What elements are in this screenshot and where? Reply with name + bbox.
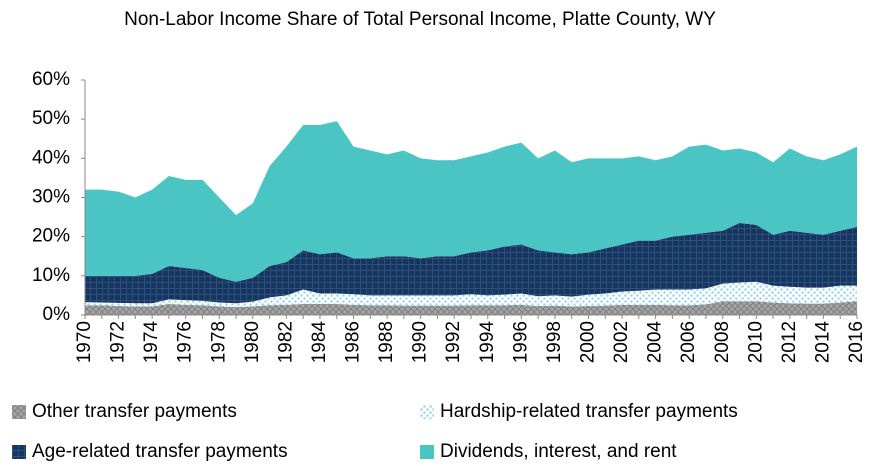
- x-tick-label: 1998: [544, 321, 565, 363]
- y-tick-label: 10%: [32, 265, 70, 286]
- chart-title: Non-Labor Income Share of Total Personal…: [124, 9, 716, 30]
- area: [85, 121, 857, 282]
- x-tick-label: 1972: [108, 321, 129, 363]
- y-tick-label: 50%: [32, 108, 70, 129]
- x-tick-label: 1974: [141, 321, 162, 364]
- x-tick-label: 2008: [712, 321, 733, 363]
- legend-label: Other transfer payments: [32, 401, 237, 422]
- x-tick-label: 2000: [577, 321, 598, 363]
- legend-label: Hardship-related transfer payments: [440, 401, 738, 422]
- x-tick-label: 1982: [275, 321, 296, 363]
- x-tick-label: 2006: [678, 321, 699, 363]
- legend-swatch: [12, 445, 26, 459]
- x-tick-label: 1996: [510, 321, 531, 363]
- y-tick-label: 60%: [32, 69, 70, 90]
- x-tick-label: 2004: [645, 321, 666, 364]
- x-tick-label: 1976: [175, 321, 196, 363]
- x-tick-label: 1970: [74, 321, 95, 363]
- legend-swatch: [420, 405, 434, 419]
- x-tick-label: 1988: [376, 321, 397, 363]
- x-tick-label: 2012: [779, 321, 800, 363]
- x-tick-label: 1992: [443, 321, 464, 363]
- legend-swatch: [12, 405, 26, 419]
- legend-label: Dividends, interest, and rent: [440, 441, 677, 462]
- x-tick-label: 2002: [611, 321, 632, 363]
- x-tick-label: 2016: [846, 321, 867, 363]
- legend-swatch: [420, 445, 434, 459]
- x-tick-label: 1986: [343, 321, 364, 363]
- y-tick-label: 20%: [32, 226, 70, 247]
- y-tick-label: 40%: [32, 147, 70, 168]
- area: [85, 301, 857, 315]
- legend-label: Age-related transfer payments: [32, 441, 288, 462]
- x-tick-label: 1978: [208, 321, 229, 363]
- x-tick-label: 1984: [309, 321, 330, 364]
- x-tick-label: 2014: [812, 321, 833, 364]
- x-tick-label: 2010: [745, 321, 766, 363]
- x-tick-label: 1994: [477, 321, 498, 364]
- area: [85, 281, 857, 308]
- y-tick-label: 30%: [32, 187, 70, 208]
- x-tick-label: 1990: [410, 321, 431, 363]
- y-tick-label: 0%: [43, 304, 71, 325]
- x-tick-label: 1980: [242, 321, 263, 363]
- area: [85, 222, 857, 304]
